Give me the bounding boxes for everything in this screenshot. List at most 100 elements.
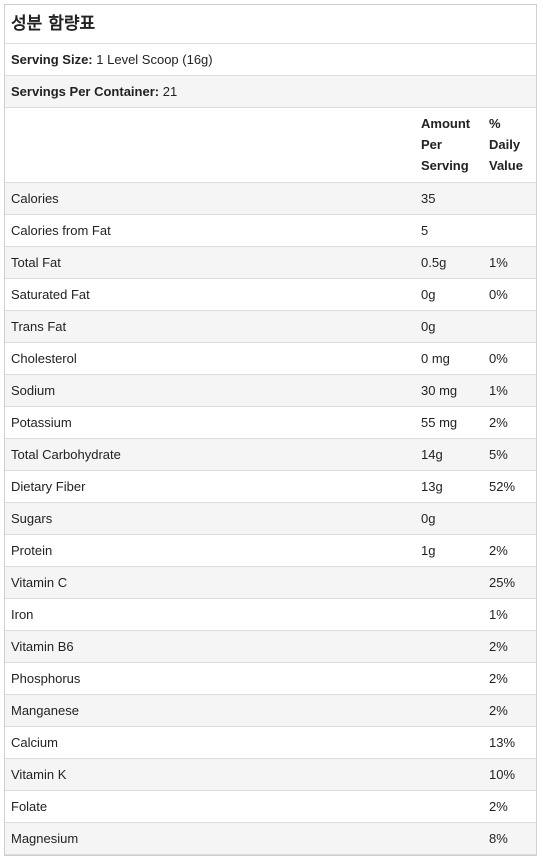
table-row: Total Carbohydrate 14g 5% [5, 438, 536, 471]
table-row: Protein 1g 2% [5, 534, 536, 567]
table-row: Total Fat 0.5g 1% [5, 246, 536, 279]
nutrient-daily-value [484, 214, 536, 247]
nutrient-daily-value [484, 182, 536, 215]
servings-per-container-row: Servings Per Container: 21 [5, 76, 536, 108]
daily-header-line: % [489, 116, 501, 132]
table-row: Potassium 55 mg 2% [5, 406, 536, 439]
nutrient-name: Cholesterol [5, 342, 415, 375]
serving-size-value: 1 Level Scoop (16g) [96, 52, 213, 67]
table-header-row: Amount Per Serving % Daily Value [5, 108, 536, 183]
nutrient-daily-value: 8% [484, 822, 536, 855]
nutrient-daily-value: 10% [484, 758, 536, 791]
table-row: Iron 1% [5, 598, 536, 631]
table-row: Vitamin C 25% [5, 566, 536, 599]
nutrient-daily-value: 13% [484, 726, 536, 759]
table-row: Sodium 30 mg 1% [5, 374, 536, 407]
daily-header-line: Daily [489, 137, 521, 153]
nutrient-daily-value: 1% [484, 246, 536, 279]
nutrient-name: Sugars [5, 502, 415, 535]
nutrient-daily-value [484, 310, 536, 343]
nutrient-name: Manganese [5, 694, 415, 727]
table-row: Folate 2% [5, 790, 536, 823]
nutrient-name: Total Fat [5, 246, 415, 279]
nutrient-amount: 35 [415, 182, 484, 215]
table-row: Dietary Fiber 13g 52% [5, 470, 536, 503]
nutrient-daily-value [484, 502, 536, 535]
amount-header-line: Per [421, 137, 442, 153]
amount-column-header: Amount Per Serving [415, 108, 484, 183]
nutrient-amount: 1g [415, 534, 484, 567]
table-row: Manganese 2% [5, 694, 536, 727]
serving-size-label: Serving Size: [11, 52, 93, 67]
nutrient-amount: 0.5g [415, 246, 484, 279]
table-row: Saturated Fat 0g 0% [5, 278, 536, 311]
nutrient-name: Trans Fat [5, 310, 415, 343]
nutrient-column-header [5, 108, 415, 183]
nutrient-amount: 5 [415, 214, 484, 247]
nutrition-facts-panel: 성분 함량표 Serving Size: 1 Level Scoop (16g)… [4, 4, 537, 856]
table-row: Calories from Fat 5 [5, 214, 536, 247]
nutrient-name: Iron [5, 598, 415, 631]
nutrition-rows: Calories 35 Calories from Fat 5 Total Fat 0.5… [5, 182, 536, 855]
daily-value-column-header: % Daily Value [484, 108, 536, 183]
nutrient-amount: 0g [415, 310, 484, 343]
serving-size-row: Serving Size: 1 Level Scoop (16g) [5, 44, 536, 76]
nutrient-daily-value: 0% [484, 342, 536, 375]
nutrient-daily-value: 1% [484, 374, 536, 407]
nutrient-name: Calories from Fat [5, 214, 415, 247]
nutrient-daily-value: 1% [484, 598, 536, 631]
nutrient-name: Total Carbohydrate [5, 438, 415, 471]
nutrient-daily-value: 2% [484, 630, 536, 663]
nutrient-name: Calcium [5, 726, 415, 759]
table-row: Cholesterol 0 mg 0% [5, 342, 536, 375]
nutrient-name: Dietary Fiber [5, 470, 415, 503]
nutrient-amount [415, 598, 484, 631]
nutrient-amount [415, 662, 484, 695]
nutrient-amount [415, 630, 484, 663]
nutrient-daily-value: 2% [484, 790, 536, 823]
nutrient-amount: 0g [415, 278, 484, 311]
nutrient-amount [415, 758, 484, 791]
table-row: Trans Fat 0g [5, 310, 536, 343]
nutrient-name: Vitamin B6 [5, 630, 415, 663]
nutrient-amount [415, 790, 484, 823]
nutrient-amount: 55 mg [415, 406, 484, 439]
amount-header-line: Serving [421, 158, 469, 174]
nutrient-daily-value: 25% [484, 566, 536, 599]
nutrient-name: Calories [5, 182, 415, 215]
nutrient-name: Vitamin C [5, 566, 415, 599]
table-row: Calories 35 [5, 182, 536, 215]
table-row: Phosphorus 2% [5, 662, 536, 695]
nutrition-table: Amount Per Serving % Daily Value Calorie… [5, 108, 536, 855]
nutrient-amount: 0 mg [415, 342, 484, 375]
nutrient-name: Vitamin K [5, 758, 415, 791]
nutrient-name: Protein [5, 534, 415, 567]
nutrient-daily-value: 52% [484, 470, 536, 503]
nutrient-name: Folate [5, 790, 415, 823]
nutrient-name: Sodium [5, 374, 415, 407]
table-row: Magnesium 8% [5, 822, 536, 855]
nutrient-amount: 14g [415, 438, 484, 471]
daily-header-line: Value [489, 158, 523, 174]
nutrient-amount [415, 694, 484, 727]
nutrient-daily-value: 2% [484, 406, 536, 439]
nutrient-amount: 30 mg [415, 374, 484, 407]
nutrient-daily-value: 0% [484, 278, 536, 311]
servings-per-container-label: Servings Per Container: [11, 84, 160, 99]
nutrient-daily-value: 2% [484, 694, 536, 727]
nutrient-daily-value: 5% [484, 438, 536, 471]
amount-header-line: Amount [421, 116, 471, 132]
nutrient-amount: 13g [415, 470, 484, 503]
nutrient-name: Phosphorus [5, 662, 415, 695]
panel-title: 성분 함량표 [5, 5, 536, 44]
nutrient-amount [415, 566, 484, 599]
nutrient-amount [415, 822, 484, 855]
table-row: Vitamin K 10% [5, 758, 536, 791]
table-row: Sugars 0g [5, 502, 536, 535]
nutrient-daily-value: 2% [484, 534, 536, 567]
nutrient-name: Magnesium [5, 822, 415, 855]
nutrient-name: Potassium [5, 406, 415, 439]
table-row: Vitamin B6 2% [5, 630, 536, 663]
servings-per-container-value: 21 [162, 84, 178, 99]
nutrient-daily-value: 2% [484, 662, 536, 695]
